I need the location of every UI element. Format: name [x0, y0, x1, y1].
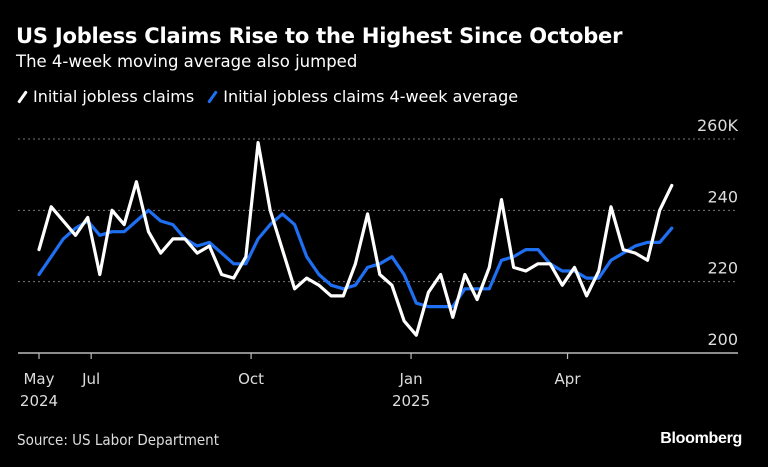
legend: Initial jobless claims Initial jobless c… [16, 87, 530, 106]
legend-label: Initial jobless claims 4-week average [223, 87, 519, 106]
x-tick-year-label: 2025 [392, 392, 430, 410]
source-note: Source: US Labor Department [17, 431, 219, 449]
x-tick-year-label: 2024 [20, 392, 58, 410]
bloomberg-logo: Bloomberg [660, 430, 742, 447]
series-line-initial-claims [37, 141, 674, 337]
x-tick-label: Apr [555, 370, 582, 388]
legend-item-four-week-average: Initial jobless claims 4-week average [206, 87, 518, 106]
legend-label: Initial jobless claims [33, 87, 195, 106]
y-tick-label: 260K [697, 116, 739, 135]
y-tick-label: 220 [707, 259, 738, 278]
x-tick-label: Jul [81, 370, 100, 388]
legend-item-initial-claims: Initial jobless claims [16, 87, 194, 106]
chart-title: US Jobless Claims Rise to the Highest Si… [16, 24, 623, 48]
y-tick-label: 240 [707, 187, 738, 206]
x-tick-label: Jan [398, 370, 422, 388]
y-tick-label: 200 [707, 330, 738, 349]
x-tick-label: Oct [238, 370, 264, 388]
chart-subtitle: The 4-week moving average also jumped [16, 52, 358, 71]
x-tick-label: May [23, 370, 54, 388]
